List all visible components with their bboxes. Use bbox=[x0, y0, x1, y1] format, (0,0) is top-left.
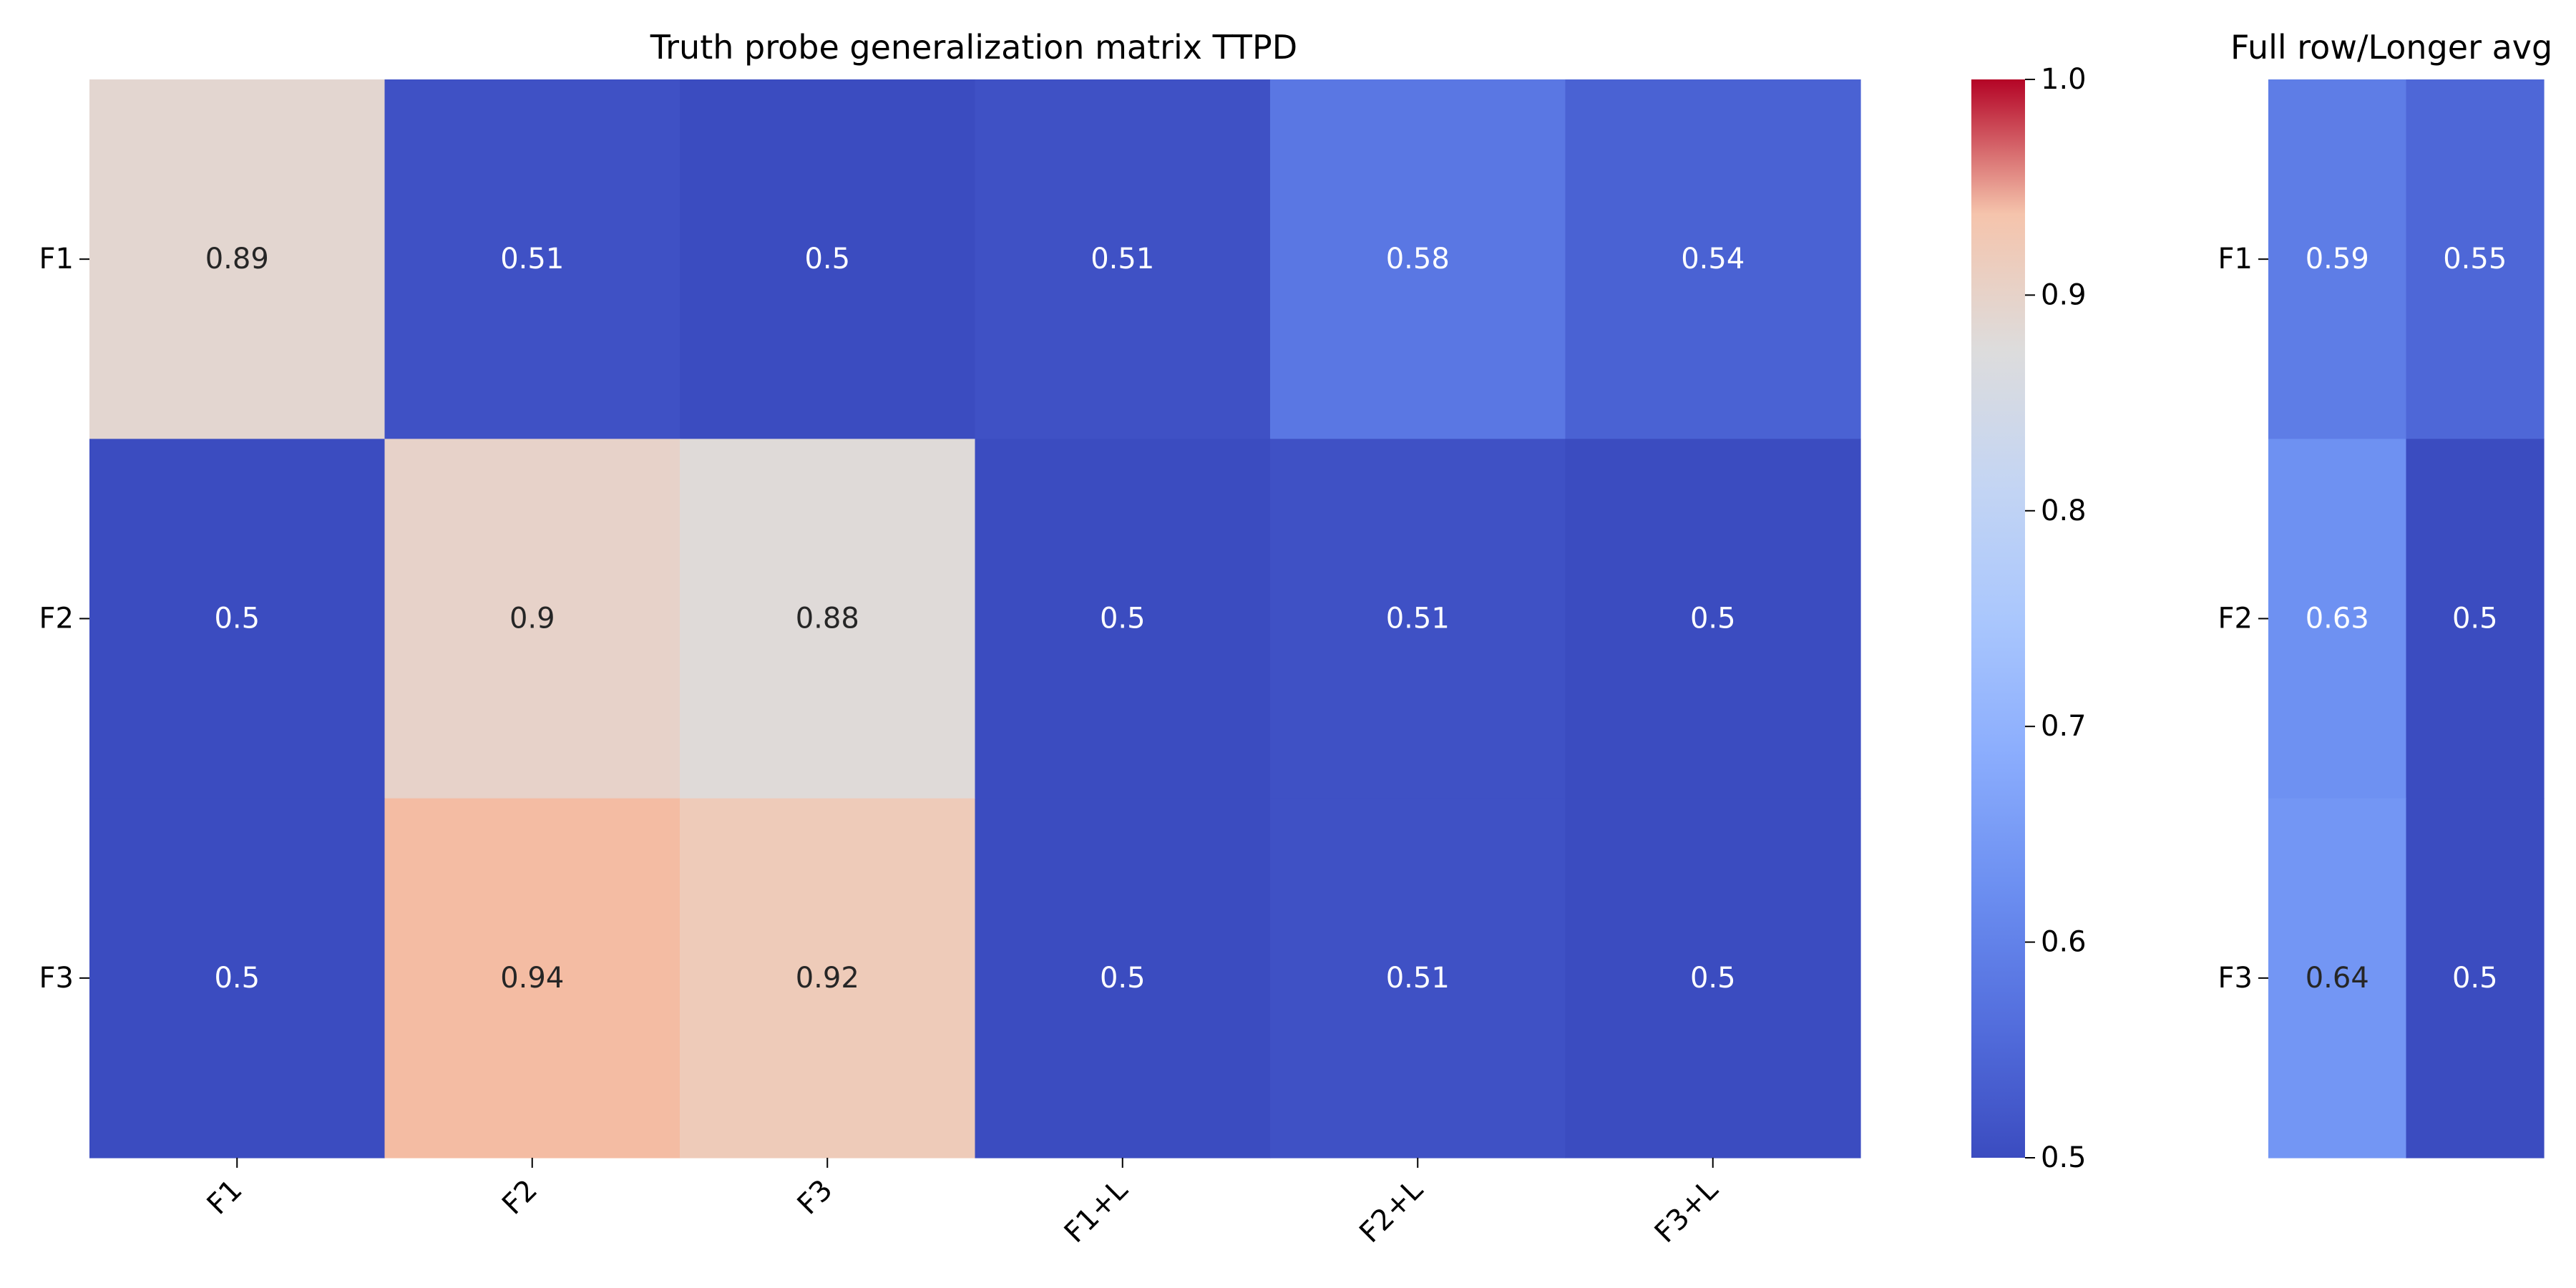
main-cell bbox=[89, 439, 386, 799]
main-heatmap-title: Truth probe generalization matrix TTPD bbox=[650, 28, 1297, 67]
main-cell-label: 0.5 bbox=[214, 602, 260, 635]
main-cell bbox=[680, 79, 976, 439]
colorbar-tick-label: 1.0 bbox=[2041, 63, 2087, 96]
main-cell-label: 0.54 bbox=[1681, 243, 1745, 275]
main-cell bbox=[384, 79, 680, 439]
main-cell-label: 0.88 bbox=[796, 602, 859, 635]
main-cell bbox=[975, 79, 1271, 439]
main-cell-label: 0.5 bbox=[1690, 602, 1736, 635]
main-cell bbox=[384, 439, 680, 799]
side-cell-label: 0.64 bbox=[2306, 962, 2369, 995]
main-cell bbox=[680, 798, 976, 1158]
colorbar-tick-label: 0.9 bbox=[2041, 278, 2087, 311]
main-cell-label: 0.5 bbox=[1100, 602, 1146, 635]
main-heatmap-x-axis: F1 F2 F3 F1+L F2+L F3+L bbox=[201, 1158, 1725, 1249]
main-cell bbox=[975, 439, 1271, 799]
side-cell-label: 0.55 bbox=[2443, 243, 2507, 275]
main-cell-label: 0.51 bbox=[1386, 962, 1450, 995]
main-cell-label: 0.5 bbox=[804, 243, 850, 275]
side-cell bbox=[2268, 798, 2407, 1158]
main-x-tick-label: F1+L bbox=[1058, 1173, 1135, 1249]
main-cell-label: 0.51 bbox=[500, 243, 564, 275]
main-y-tick-label: F2 bbox=[39, 602, 74, 635]
colorbar-tick-label: 0.6 bbox=[2041, 926, 2087, 959]
colorbar: 0.5 0.6 0.7 0.8 0.9 1.0 bbox=[1971, 63, 2087, 1174]
main-cell-label: 0.51 bbox=[1386, 602, 1450, 635]
side-cell bbox=[2406, 439, 2545, 799]
main-cell-label: 0.92 bbox=[796, 962, 859, 995]
side-cell bbox=[2268, 79, 2407, 439]
main-x-tick-label: F3+L bbox=[1649, 1173, 1725, 1249]
side-cell-label: 0.5 bbox=[2452, 962, 2498, 995]
side-heatmap-y-axis: F1 F2 F3 bbox=[2218, 243, 2268, 995]
main-cell bbox=[89, 79, 386, 439]
side-cell-label: 0.5 bbox=[2452, 602, 2498, 635]
main-cell-label: 0.5 bbox=[1100, 962, 1146, 995]
main-x-tick-label: F1 bbox=[201, 1174, 249, 1221]
main-x-tick-label: F3 bbox=[791, 1174, 839, 1221]
main-x-tick-label: F2 bbox=[496, 1174, 544, 1221]
colorbar-gradient bbox=[1971, 79, 2025, 1158]
side-y-tick-label: F1 bbox=[2218, 243, 2253, 275]
side-y-tick-label: F2 bbox=[2218, 602, 2253, 635]
main-cell bbox=[1270, 439, 1566, 799]
colorbar-ticks: 0.5 0.6 0.7 0.8 0.9 1.0 bbox=[2025, 63, 2087, 1174]
main-cell bbox=[384, 798, 680, 1158]
main-heatmap-cells: 0.89 0.51 0.5 0.51 0.58 0.54 0.5 0.9 0.88 0.5 0.51… bbox=[89, 79, 1861, 1158]
side-cell-label: 0.63 bbox=[2306, 602, 2369, 635]
colorbar-tick-label: 0.8 bbox=[2041, 494, 2087, 527]
main-y-tick-label: F3 bbox=[39, 962, 74, 995]
colorbar-tick-label: 0.7 bbox=[2041, 710, 2087, 743]
main-cell bbox=[1565, 439, 1861, 799]
main-heatmap-y-axis: F1 F2 F3 bbox=[39, 243, 89, 995]
side-cell bbox=[2406, 798, 2545, 1158]
main-cell-label: 0.5 bbox=[1690, 962, 1736, 995]
main-cell-label: 0.9 bbox=[509, 602, 555, 635]
main-x-tick-label: F2+L bbox=[1353, 1173, 1430, 1249]
main-cell bbox=[1270, 79, 1566, 439]
side-cell bbox=[2268, 439, 2407, 799]
main-cell bbox=[89, 798, 386, 1158]
side-heatmap: Full row/Longer avg 0.59 0.550.63 0.50.64 0… bbox=[2218, 28, 2552, 1158]
main-cell-label: 0.51 bbox=[1091, 243, 1154, 275]
main-cell-label: 0.58 bbox=[1386, 243, 1450, 275]
side-y-tick-label: F3 bbox=[2218, 962, 2253, 995]
main-cell bbox=[680, 439, 976, 799]
main-heatmap: Truth probe generalization matrix TTPD 0… bbox=[39, 28, 1861, 1249]
side-heatmap-cells: 0.59 0.55 0.63 0.5 0.64 0.5 bbox=[2268, 79, 2545, 1158]
main-cell bbox=[1270, 798, 1566, 1158]
main-cell bbox=[1565, 798, 1861, 1158]
main-y-tick-label: F1 bbox=[39, 243, 74, 275]
colorbar-tick-label: 0.5 bbox=[2041, 1141, 2087, 1174]
side-heatmap-title: Full row/Longer avg bbox=[2230, 28, 2552, 67]
main-cell-label: 0.5 bbox=[214, 962, 260, 995]
main-cell-label: 0.89 bbox=[205, 243, 269, 275]
main-cell bbox=[975, 798, 1271, 1158]
main-cell bbox=[1565, 79, 1861, 439]
main-cell-label: 0.94 bbox=[500, 962, 564, 995]
side-cell bbox=[2406, 79, 2545, 439]
side-cell-label: 0.59 bbox=[2306, 243, 2369, 275]
